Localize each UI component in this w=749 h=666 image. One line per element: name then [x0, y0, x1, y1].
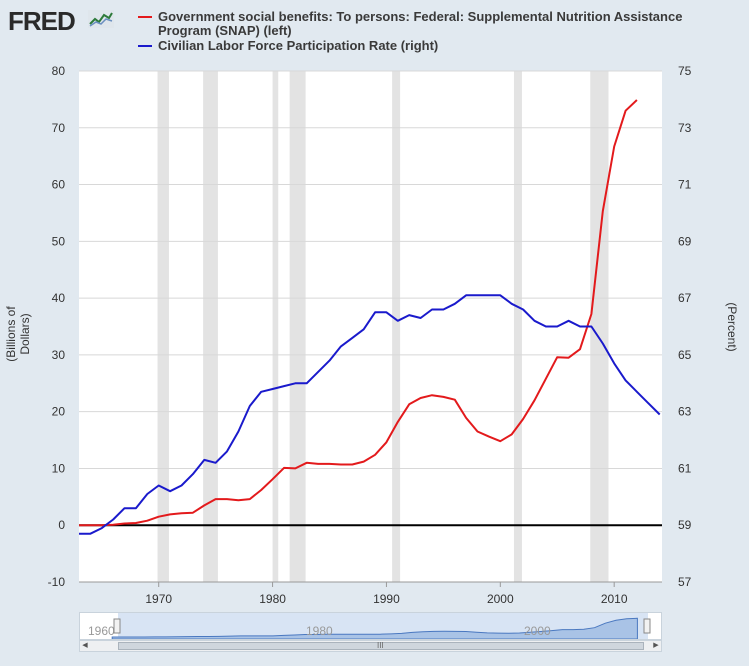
navigator-label-2000: 2000: [524, 624, 551, 638]
right-tick-label-67: 67: [678, 291, 692, 305]
right-tick-label-61: 61: [678, 461, 692, 475]
x-tick-label-2010: 2010: [601, 592, 628, 606]
navigator-area: [111, 617, 638, 639]
right-tick-label-63: 63: [678, 405, 692, 419]
fred-logo: FRED: [8, 6, 76, 36]
chart-legend: Government social benefits: To persons: …: [138, 10, 738, 54]
plot-area: [79, 71, 662, 582]
right-tick-label-65: 65: [678, 348, 692, 362]
left-tick-label--10: -10: [48, 575, 66, 589]
fred-logo-graph-icon: [88, 10, 114, 28]
right-tick-label-59: 59: [678, 518, 692, 532]
navigator-label-1980: 1980: [306, 624, 333, 638]
recession-band-5: [513, 71, 522, 582]
legend-item-snap[interactable]: Government social benefits: To persons: …: [138, 10, 738, 38]
series-line-lfpr: [79, 294, 661, 535]
left-tick-label-40: 40: [52, 291, 66, 305]
recession-band-3: [289, 71, 306, 582]
recession-band-1: [203, 71, 218, 582]
navigator-preview: 1960 1980 2000: [88, 613, 651, 639]
legend-swatch-snap: [138, 16, 152, 18]
legend-label-lfpr: Civilian Labor Force Participation Rate …: [158, 38, 439, 53]
legend-swatch-lfpr: [138, 45, 152, 47]
left-tick-label-60: 60: [52, 178, 66, 192]
scroll-thumb[interactable]: III: [118, 641, 644, 650]
series-line-snap: [79, 99, 638, 527]
recession-band-4: [392, 71, 401, 582]
navigator-handle-left[interactable]: [113, 618, 121, 634]
x-tick-label-1970: 1970: [145, 592, 172, 606]
scroll-right-arrow-icon[interactable]: ▶: [653, 642, 659, 649]
left-tick-label-0: 0: [58, 518, 65, 532]
left-tick-label-30: 30: [52, 348, 66, 362]
left-tick-label-10: 10: [52, 461, 66, 475]
recession-band-0: [157, 71, 169, 582]
recession-band-6: [590, 71, 609, 582]
right-tick-label-57: 57: [678, 575, 692, 589]
x-tick-label-2000: 2000: [487, 592, 514, 606]
left-tick-label-20: 20: [52, 405, 66, 419]
scroll-thumb-grip: III: [377, 641, 384, 650]
navigator-handle-right[interactable]: [643, 618, 651, 634]
right-tick-label-69: 69: [678, 234, 692, 248]
right-tick-label-73: 73: [678, 121, 692, 135]
left-tick-label-80: 80: [52, 64, 66, 78]
x-tick-label-1980: 1980: [259, 592, 286, 606]
right-tick-label-75: 75: [678, 64, 692, 78]
x-tick-label-1990: 1990: [373, 592, 400, 606]
horizontal-scrollbar[interactable]: ◀ III ▶: [79, 640, 662, 652]
line-chart: -10 0 10 20 30 40 50 60 70 80 57 59 61 63 65 67 69 71 73 75…: [48, 64, 692, 606]
right-tick-label-71: 71: [678, 178, 692, 192]
legend-label-snap: Government social benefits: To persons: …: [158, 9, 683, 38]
range-navigator[interactable]: 1960 1980 2000: [79, 612, 662, 640]
legend-item-lfpr[interactable]: Civilian Labor Force Participation Rate …: [138, 39, 738, 53]
left-tick-label-50: 50: [52, 234, 66, 248]
recession-band-2: [272, 71, 279, 582]
left-tick-label-70: 70: [52, 121, 66, 135]
scroll-left-arrow-icon[interactable]: ◀: [82, 642, 88, 649]
navigator-label-1960: 1960: [88, 624, 115, 638]
